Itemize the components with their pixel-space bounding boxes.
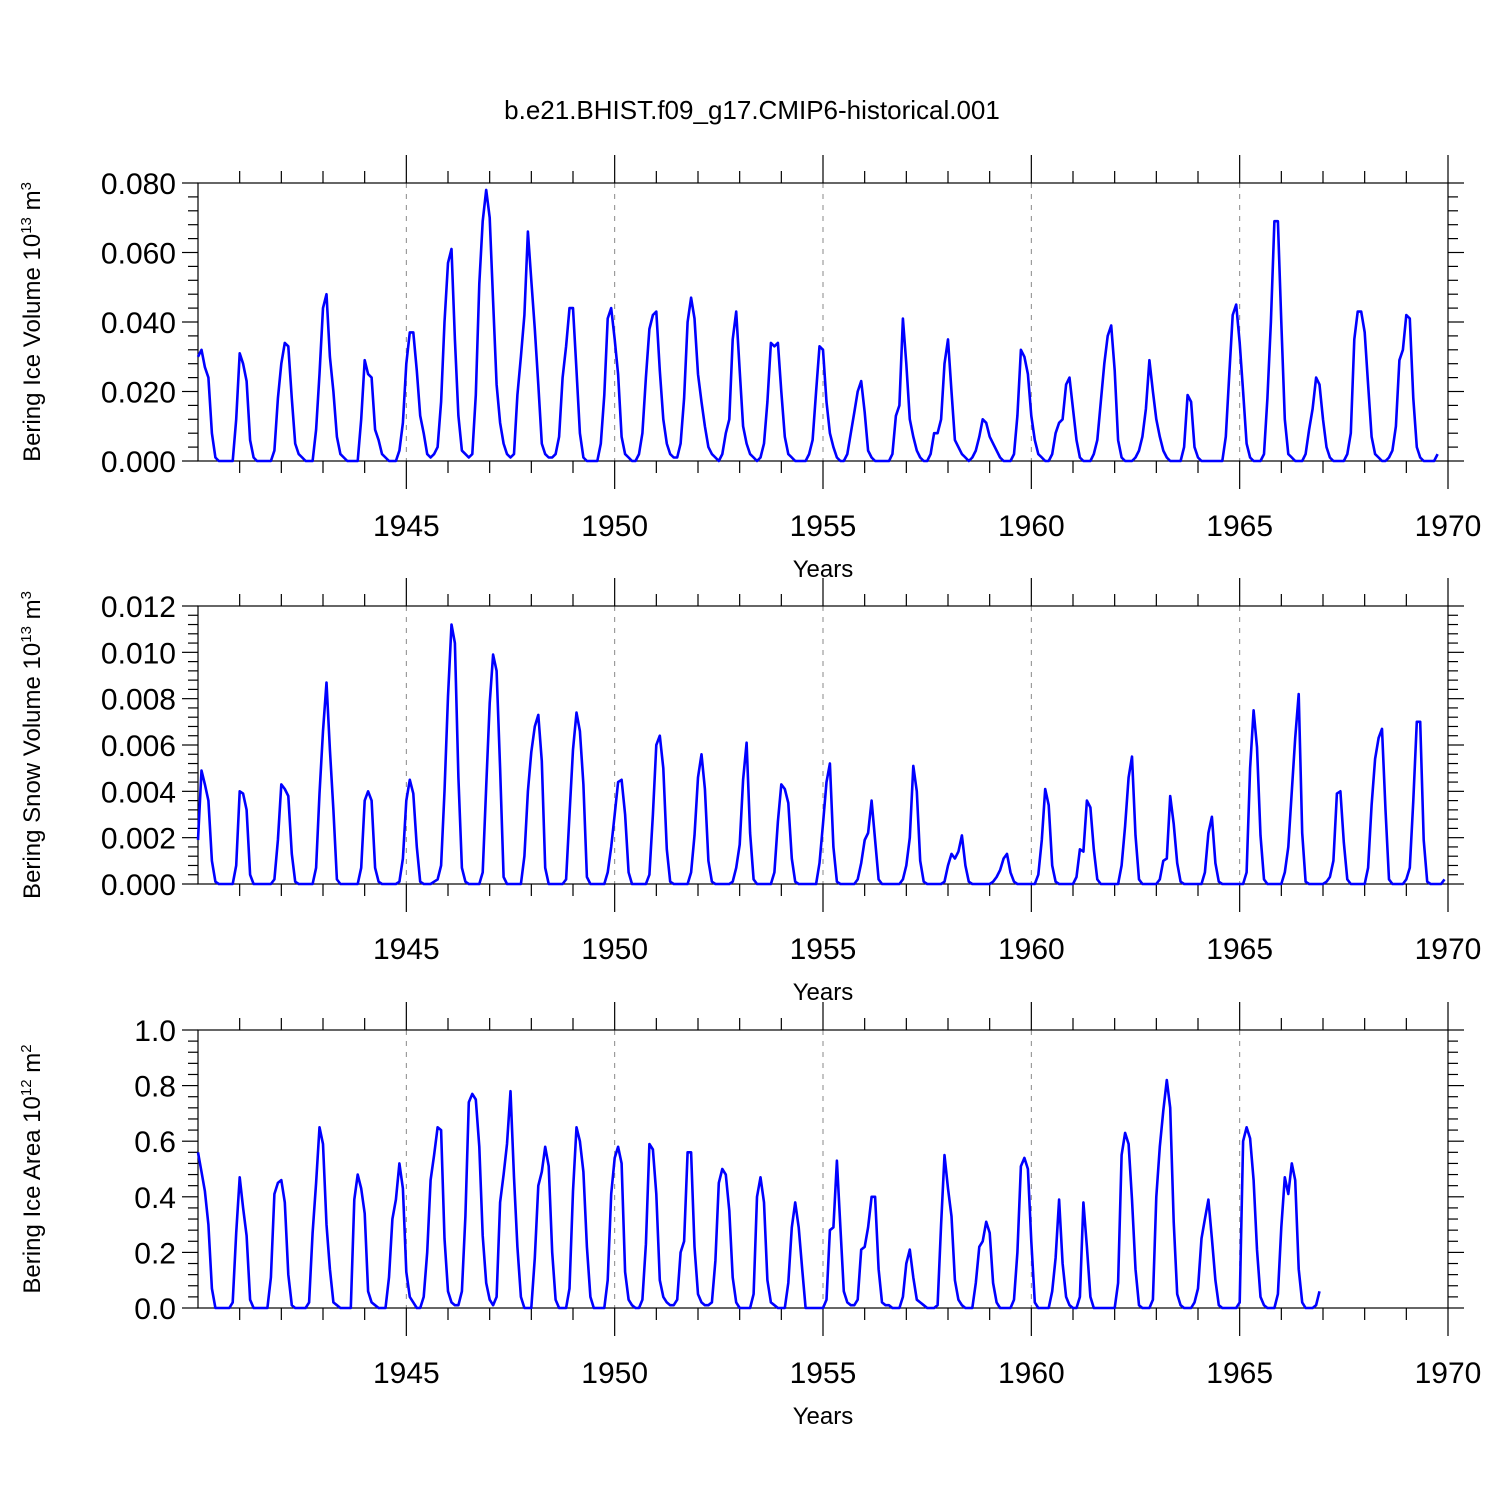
x-tick-label: 1965 [1206, 1357, 1273, 1390]
x-tick-label: 1950 [581, 1357, 648, 1390]
y-tick-label: 0.0 [134, 1293, 176, 1326]
y-axis-label-part: Bering Ice Volume 10 [19, 234, 46, 462]
x-tick-label: 1970 [1415, 1357, 1482, 1390]
y-tick-label: 0.004 [101, 776, 176, 809]
chart-panel-1: 0.000 0.020 0.040 0.060 0.080 1945 1950 1955 196… [18, 155, 1481, 583]
series-line-3 [196, 1078, 1321, 1310]
chart-panel-3: 0.0 0.2 0.4 0.6 0.8 1.0 1945 1950 1955 1960 1965 19… [18, 1002, 1481, 1430]
x-tick-label: 1945 [373, 510, 440, 543]
x-tick-label: 1965 [1206, 510, 1273, 543]
x-tick-label: 1950 [581, 933, 648, 966]
plot-frame [197, 1029, 1449, 1309]
y-axis-label-part: m [19, 599, 46, 626]
plot-frame [197, 182, 1449, 462]
x-tick-label: 1945 [373, 1357, 440, 1390]
y-tick-label: 0.020 [101, 377, 176, 410]
y-axis-label-part: 13 [18, 217, 35, 234]
y-tick-label: 0.6 [134, 1126, 176, 1159]
x-tick-label: 1950 [581, 510, 648, 543]
y-axis-label: Bering Ice Volume 1013 m3 [18, 182, 46, 462]
y-tick-label: 0.060 [101, 238, 176, 271]
y-tick-label: 0.040 [101, 307, 176, 340]
y-tick-label: 1.0 [134, 1015, 176, 1048]
y-tick-label: 0.000 [101, 446, 176, 479]
y-axis-label-part: Bering Snow Volume 10 [19, 643, 46, 899]
x-tick-label: 1965 [1206, 933, 1273, 966]
series-line-2 [196, 623, 1446, 886]
x-tick-label: 1970 [1415, 933, 1482, 966]
x-tick-label: 1960 [998, 1357, 1065, 1390]
y-tick-label: 0.000 [101, 869, 176, 902]
series-line-1 [196, 188, 1439, 463]
x-tick-label: 1970 [1415, 510, 1482, 543]
x-tick-label: 1960 [998, 510, 1065, 543]
y-axis-label-part: 2 [18, 1044, 35, 1052]
y-tick-label: 0.002 [101, 823, 176, 856]
x-axis-label: Years [793, 1403, 854, 1430]
y-axis-label: Bering Snow Volume 1013 m3 [18, 591, 46, 899]
y-tick-label: 0.2 [134, 1237, 176, 1270]
x-tick-label: 1960 [998, 933, 1065, 966]
y-axis-label-part: 12 [18, 1079, 35, 1096]
y-axis-label: Bering Ice Area 1012 m2 [18, 1044, 46, 1293]
x-tick-label: 1955 [790, 510, 857, 543]
y-tick-label: 0.080 [101, 168, 176, 201]
figure-title: b.e21.BHIST.f09_g17.CMIP6-historical.001 [504, 95, 1000, 125]
y-axis-label-part: 13 [18, 626, 35, 643]
x-tick-label: 1955 [790, 933, 857, 966]
y-axis-label-part: 3 [18, 591, 35, 599]
y-tick-label: 0.010 [101, 637, 176, 670]
x-axis-label: Years [793, 979, 854, 1006]
y-axis-label-part: 3 [18, 182, 35, 190]
y-tick-label: 0.006 [101, 730, 176, 763]
x-tick-label: 1945 [373, 933, 440, 966]
chart-panel-2: 0.000 0.002 0.004 0.006 0.008 0.010 0.012 1945 1… [18, 578, 1481, 1006]
y-tick-label: 0.4 [134, 1182, 176, 1215]
y-tick-label: 0.8 [134, 1071, 176, 1104]
y-axis-label-part: m [19, 1053, 46, 1080]
y-tick-label: 0.008 [101, 684, 176, 717]
y-axis-label-part: Bering Ice Area 10 [19, 1096, 46, 1293]
x-tick-label: 1955 [790, 1357, 857, 1390]
y-axis-label-part: m [19, 190, 46, 217]
y-tick-label: 0.012 [101, 591, 176, 624]
